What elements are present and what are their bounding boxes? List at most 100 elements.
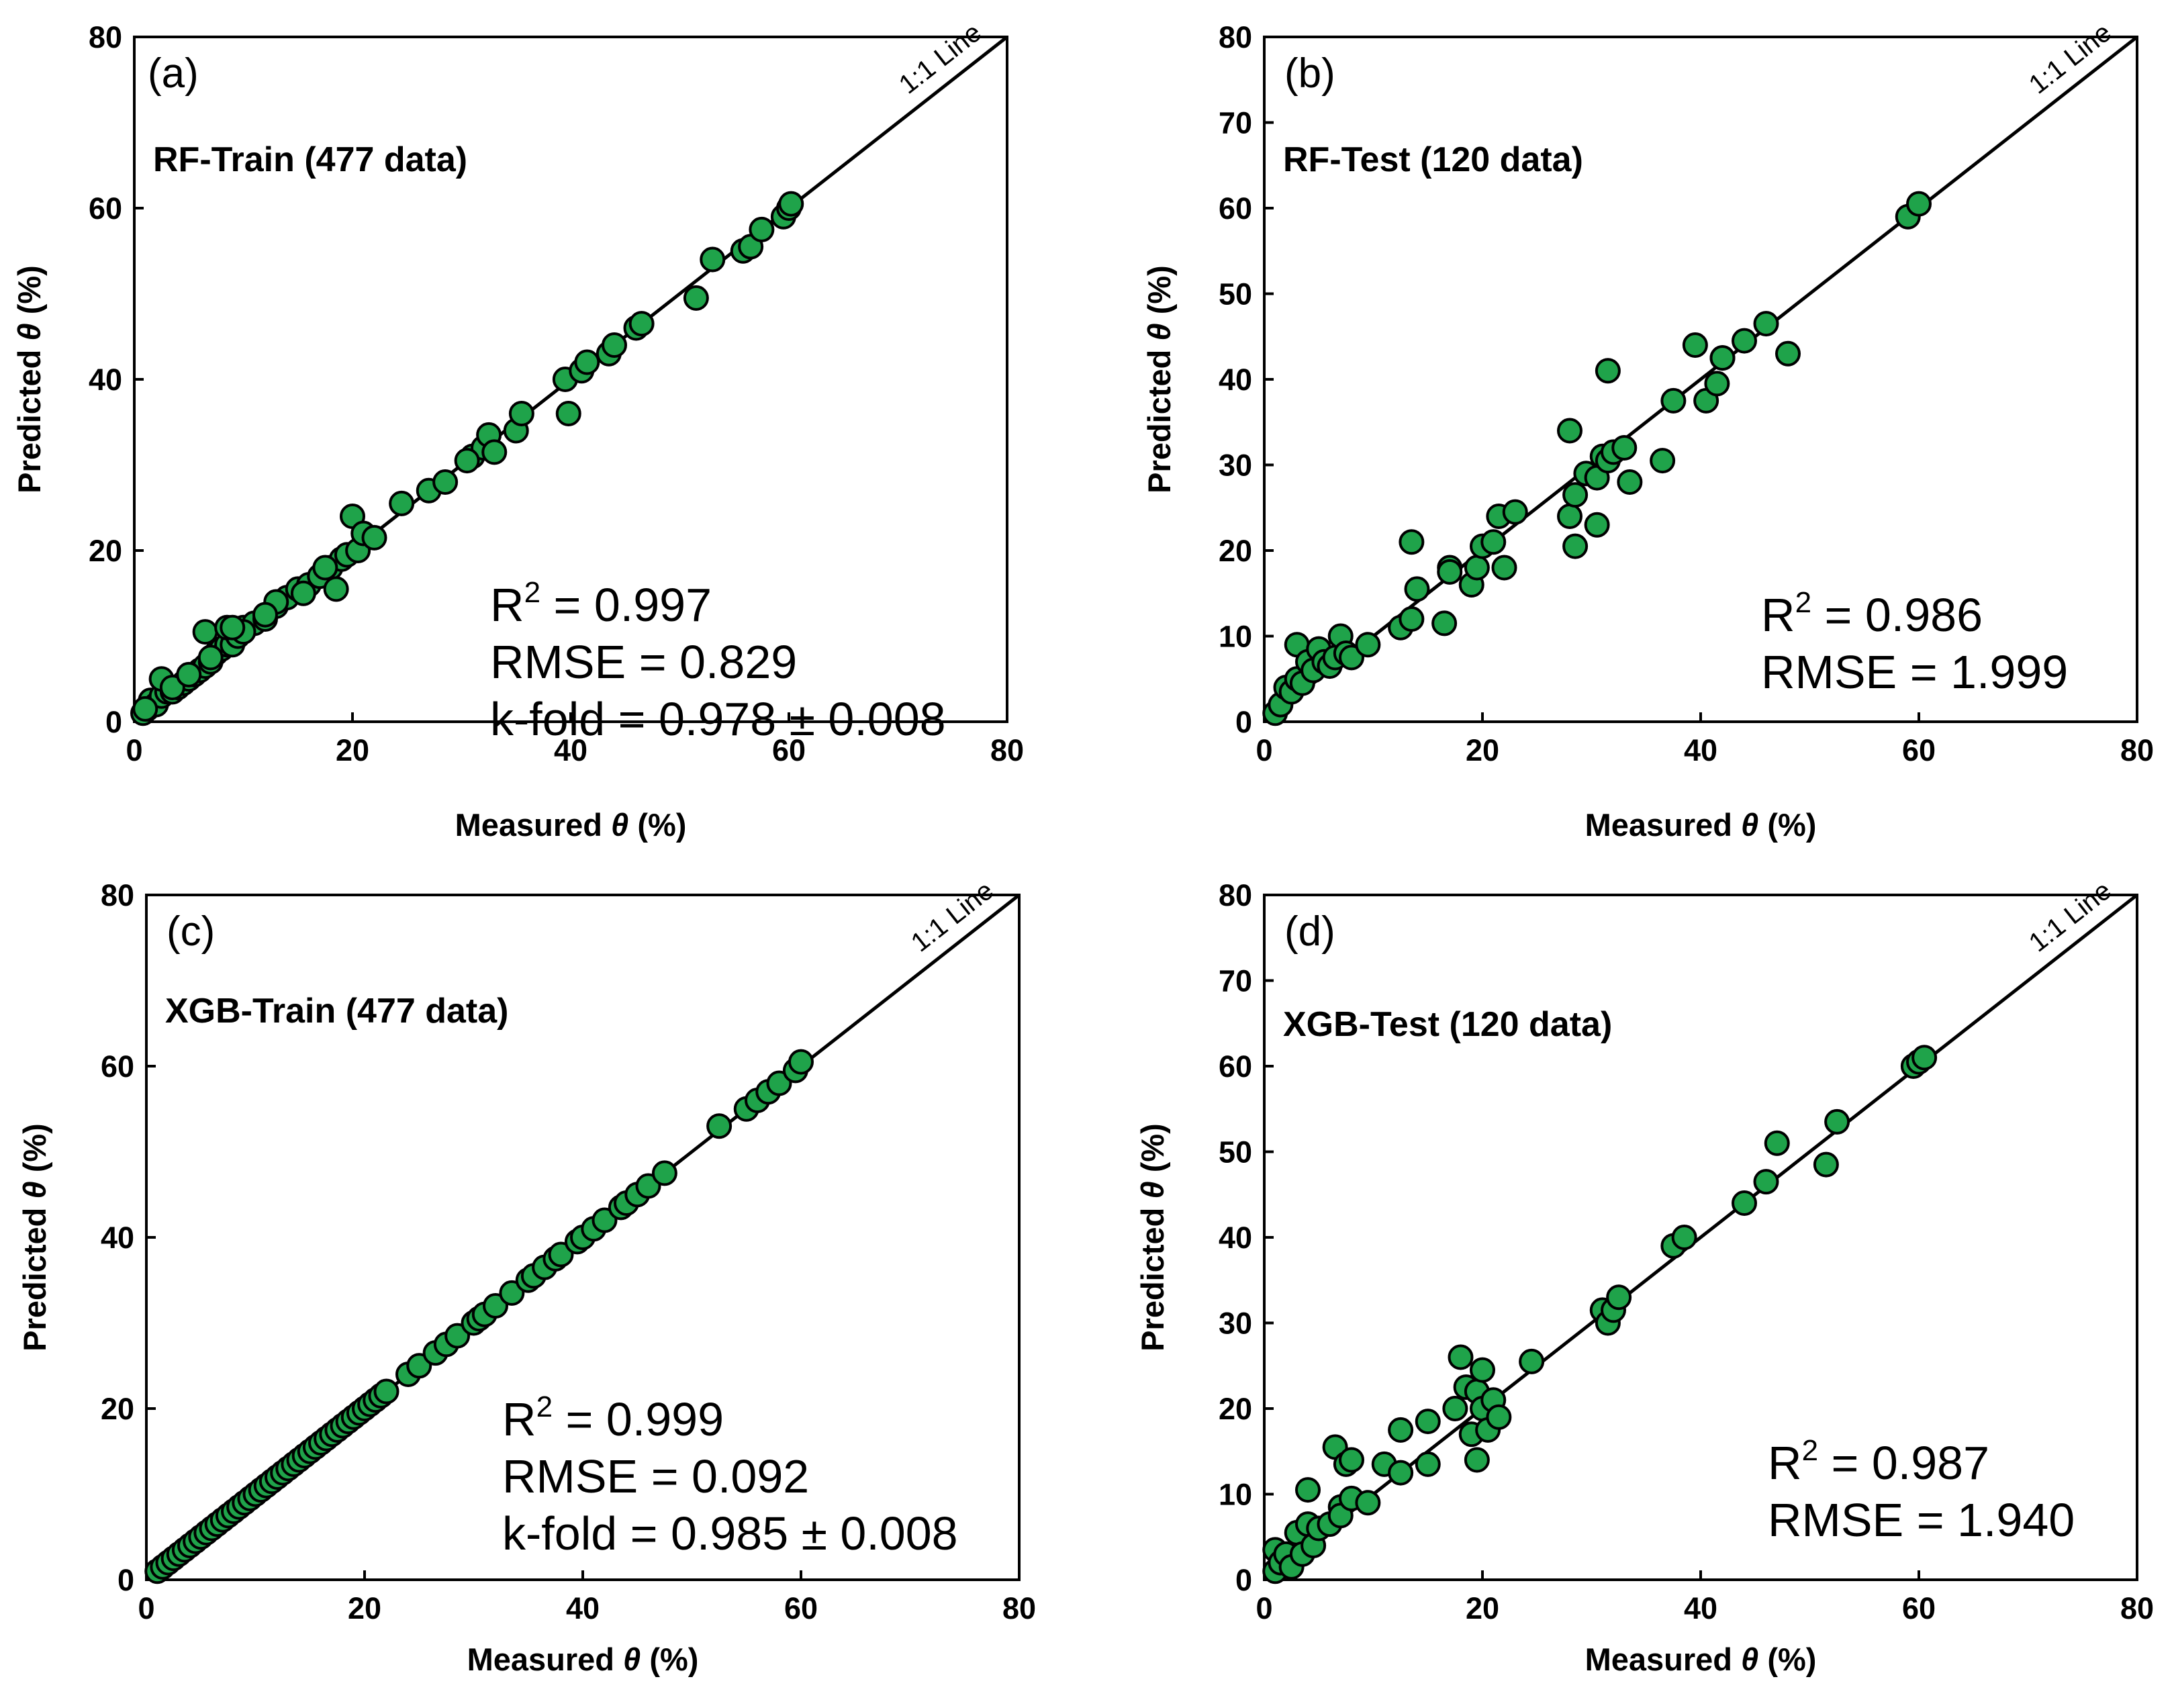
y-tick-label: 80 — [101, 878, 134, 912]
scatter-series — [144, 1049, 814, 1584]
scatter-point — [1562, 533, 1589, 559]
scatter-point — [312, 555, 338, 581]
scatter-series — [1262, 191, 1932, 726]
scatter-point — [1415, 1451, 1441, 1477]
x-tick-label: 20 — [1466, 733, 1499, 767]
scatter-point — [1906, 191, 1932, 217]
scatter-point — [1415, 1409, 1441, 1435]
scatter-point — [1650, 448, 1676, 474]
stat-line-3: k-fold = 0.985 ± 0.008 — [502, 1507, 958, 1560]
x-tick-label: 40 — [566, 1591, 600, 1625]
scatter-point — [788, 1049, 814, 1075]
scatter-point — [1753, 311, 1779, 337]
x-tick-label: 40 — [1684, 733, 1717, 767]
scatter-point — [1611, 435, 1638, 461]
panel-title: XGB-Test (120 data) — [1283, 1005, 1612, 1044]
scatter-point — [220, 614, 246, 640]
y-axis-label: Predicted θ (%) — [11, 265, 47, 493]
y-tick-label: 40 — [101, 1221, 134, 1255]
y-tick-label: 20 — [101, 1392, 134, 1426]
scatter-point — [548, 1241, 574, 1268]
scatter-point — [1519, 1348, 1545, 1374]
scatter-point — [628, 311, 655, 337]
scatter-point — [508, 401, 534, 426]
scatter-point — [635, 1173, 661, 1199]
stat-line-2: RMSE = 1.940 — [1768, 1494, 2075, 1546]
scatter-point — [574, 349, 600, 375]
scatter-point — [555, 401, 581, 426]
scatter-point — [432, 469, 459, 495]
y-tick-label: 20 — [1219, 534, 1252, 568]
scatter-point — [1911, 1045, 1938, 1071]
y-tick-label: 20 — [89, 534, 122, 568]
y-tick-label: 80 — [1219, 20, 1252, 54]
x-tick-label: 40 — [1684, 1591, 1717, 1625]
y-axis-label: Predicted θ (%) — [1135, 1123, 1170, 1351]
x-tick-label: 60 — [1902, 1591, 1936, 1625]
scatter-point — [323, 576, 349, 602]
scatter-point — [1557, 418, 1582, 444]
scatter-point — [406, 1353, 432, 1379]
y-tick-label: 50 — [1219, 1135, 1252, 1170]
scatter-point — [252, 602, 278, 628]
x-tick-label: 60 — [784, 1591, 818, 1625]
x-tick-label: 80 — [1002, 1591, 1036, 1625]
y-tick-label: 30 — [1219, 1307, 1252, 1341]
scatter-point — [1595, 358, 1621, 384]
stat-line-2: RMSE = 0.092 — [502, 1450, 809, 1503]
scatter-point — [1682, 332, 1708, 358]
scatter-point — [1448, 1344, 1474, 1370]
scatter-point — [1606, 1284, 1632, 1311]
y-tick-label: 70 — [1219, 106, 1252, 140]
scatter-point — [1491, 555, 1517, 581]
x-tick-label: 20 — [336, 733, 369, 767]
scatter-point — [778, 191, 804, 217]
scatter-point — [373, 1378, 399, 1405]
y-tick-label: 70 — [1219, 964, 1252, 998]
stat-line-1: R2 = 0.987 — [1768, 1434, 1989, 1489]
y-tick-label: 50 — [1219, 277, 1252, 312]
stat-line-1: R2 = 0.986 — [1761, 586, 1983, 641]
stat-line-1: R2 = 0.999 — [502, 1390, 724, 1445]
scatter-point — [1399, 606, 1425, 632]
scatter-point — [444, 1323, 471, 1349]
panel-title: RF-Test (120 data) — [1283, 140, 1583, 179]
scatter-point — [1584, 512, 1610, 538]
scatter-point — [766, 1070, 792, 1096]
y-tick-label: 0 — [1235, 705, 1252, 739]
y-tick-label: 10 — [1219, 620, 1252, 654]
panel-title: XGB-Train (477 data) — [165, 992, 508, 1031]
x-axis-label: Measured θ (%) — [1585, 1642, 1817, 1677]
scatter-point — [1399, 529, 1425, 555]
scatter-point — [197, 645, 224, 671]
scatter-point — [1813, 1151, 1839, 1178]
y-tick-label: 60 — [101, 1049, 134, 1084]
x-tick-label: 0 — [126, 733, 142, 767]
y-tick-label: 80 — [1219, 878, 1252, 912]
scatter-series — [1262, 1045, 1938, 1584]
scatter-point — [159, 675, 185, 700]
scatter-point — [192, 619, 218, 645]
stat-line-1: R2 = 0.997 — [490, 576, 712, 631]
scatter-point — [132, 696, 158, 722]
scatter-point — [1617, 469, 1643, 495]
scatter-point — [1775, 340, 1801, 367]
scatter-point — [1388, 1460, 1414, 1486]
scatter-point — [1753, 1169, 1779, 1195]
x-tick-label: 40 — [554, 733, 587, 767]
stat-line-2: RMSE = 0.829 — [490, 636, 797, 688]
scatter-point — [1732, 328, 1757, 354]
scatter-point — [290, 580, 316, 606]
x-tick-label: 20 — [348, 1591, 381, 1625]
scatter-point — [176, 661, 202, 687]
x-tick-label: 0 — [1256, 1591, 1272, 1625]
y-tick-label: 0 — [1235, 1563, 1252, 1597]
scatter-point — [1671, 1225, 1697, 1250]
scatter-point — [454, 448, 480, 474]
y-tick-label: 60 — [1219, 191, 1252, 226]
